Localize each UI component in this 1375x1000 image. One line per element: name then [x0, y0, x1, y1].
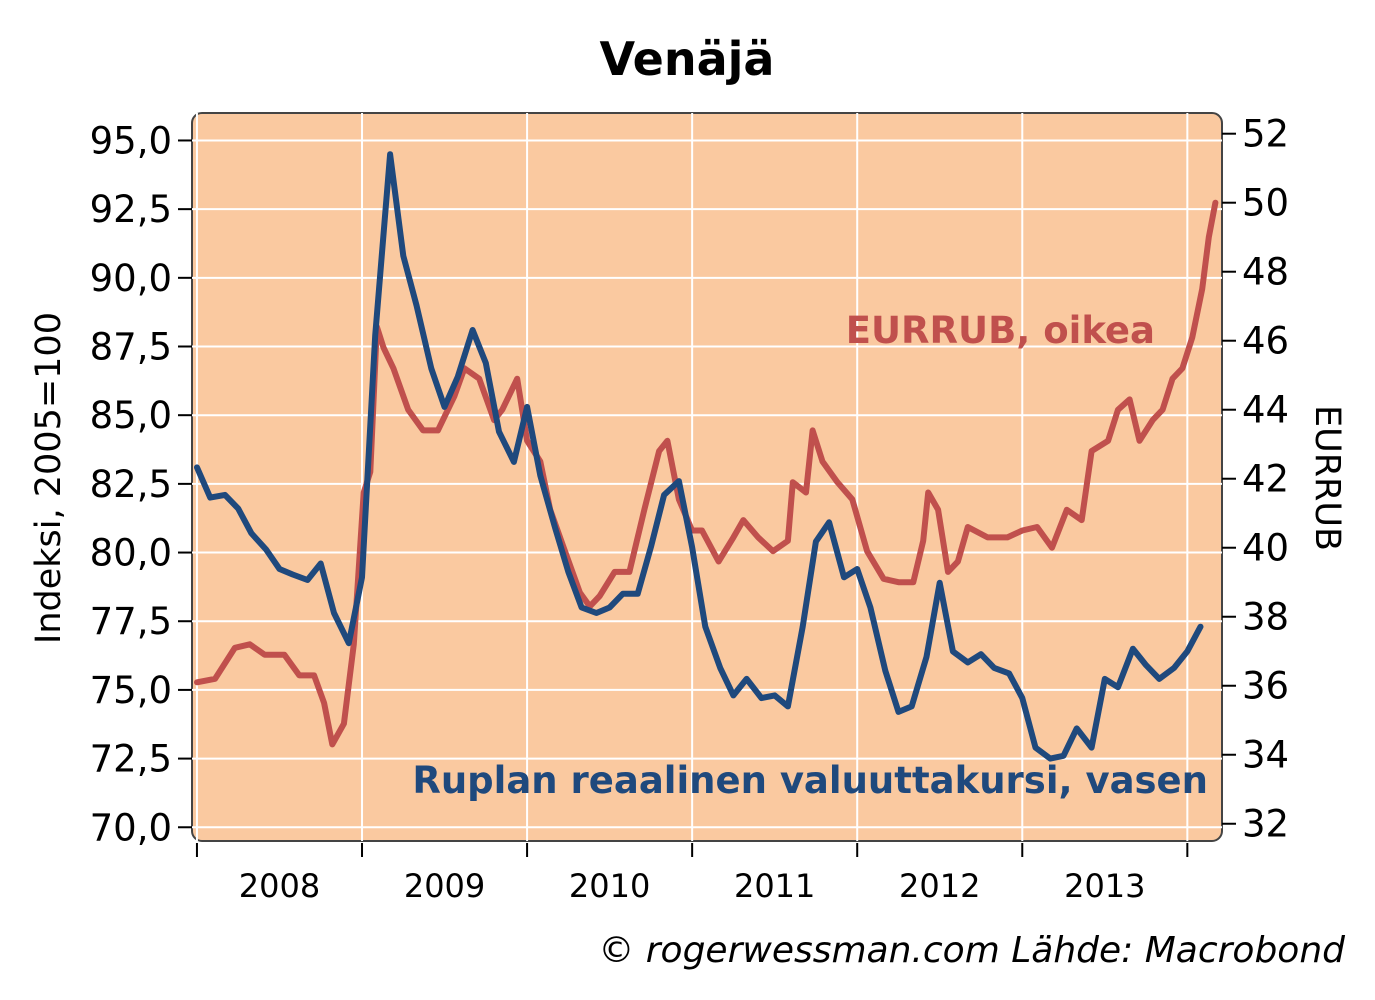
real-rate-annotation: Ruplan reaalinen valuuttakursi, vasen: [412, 759, 1208, 802]
series-lines: [194, 151, 1219, 762]
x-tick-label: 2008: [239, 867, 320, 905]
left-tick-label: 92,5: [90, 188, 172, 231]
eurrub-annotation: EURRUB, oikea: [846, 309, 1155, 352]
x-tick-label: 2013: [1064, 867, 1145, 905]
left-tick-label: 77,5: [90, 600, 172, 643]
x-tick-label: 2011: [734, 867, 815, 905]
left-axis: 95,0 92,5 90,0 87,5 85,0 82,5 80,0 77,5 75,0 72,5…: [90, 119, 192, 849]
left-tick-label: 82,5: [90, 463, 172, 506]
left-tick-label: 90,0: [90, 257, 172, 300]
right-tick-label: 42: [1242, 458, 1289, 501]
left-tick-label: 72,5: [90, 738, 172, 781]
left-axis-label: Indeksi, 2005=100: [29, 312, 69, 644]
x-tick-label: 2012: [899, 867, 980, 905]
left-tick-label: 80,0: [90, 532, 172, 575]
left-tick-label: 85,0: [90, 394, 172, 437]
right-tick-label: 38: [1242, 596, 1289, 639]
left-tick-label: 70,0: [90, 806, 172, 849]
right-tick-label: 32: [1242, 803, 1289, 846]
chart-title: Venäjä: [600, 32, 775, 86]
x-tick-label: 2009: [404, 867, 485, 905]
left-tick-label: 75,0: [90, 669, 172, 712]
plot-area: [191, 112, 1223, 842]
right-tick-label: 34: [1242, 734, 1289, 777]
x-tick-label: 2010: [569, 867, 650, 905]
right-tick-label: 44: [1242, 389, 1289, 432]
left-tick-label: 87,5: [90, 326, 172, 369]
right-axis: 52 50 48 46 44 42 40 38 36 34 32: [1222, 113, 1289, 846]
credit: © rogerwessman.com Lähde: Macrobond: [598, 930, 1346, 971]
right-tick-label: 50: [1242, 182, 1289, 225]
left-tick-label: 95,0: [90, 119, 172, 162]
x-axis: 2008 2009 2010 2011 2012 2013: [195, 843, 1189, 905]
right-tick-label: 46: [1242, 320, 1289, 363]
right-axis-label: EURRUB: [1307, 405, 1347, 551]
series-line-real-exchange-rate: [194, 151, 1204, 762]
right-tick-label: 52: [1242, 113, 1289, 156]
right-tick-label: 48: [1242, 251, 1289, 294]
right-tick-label: 40: [1242, 527, 1289, 570]
right-tick-label: 36: [1242, 665, 1289, 708]
